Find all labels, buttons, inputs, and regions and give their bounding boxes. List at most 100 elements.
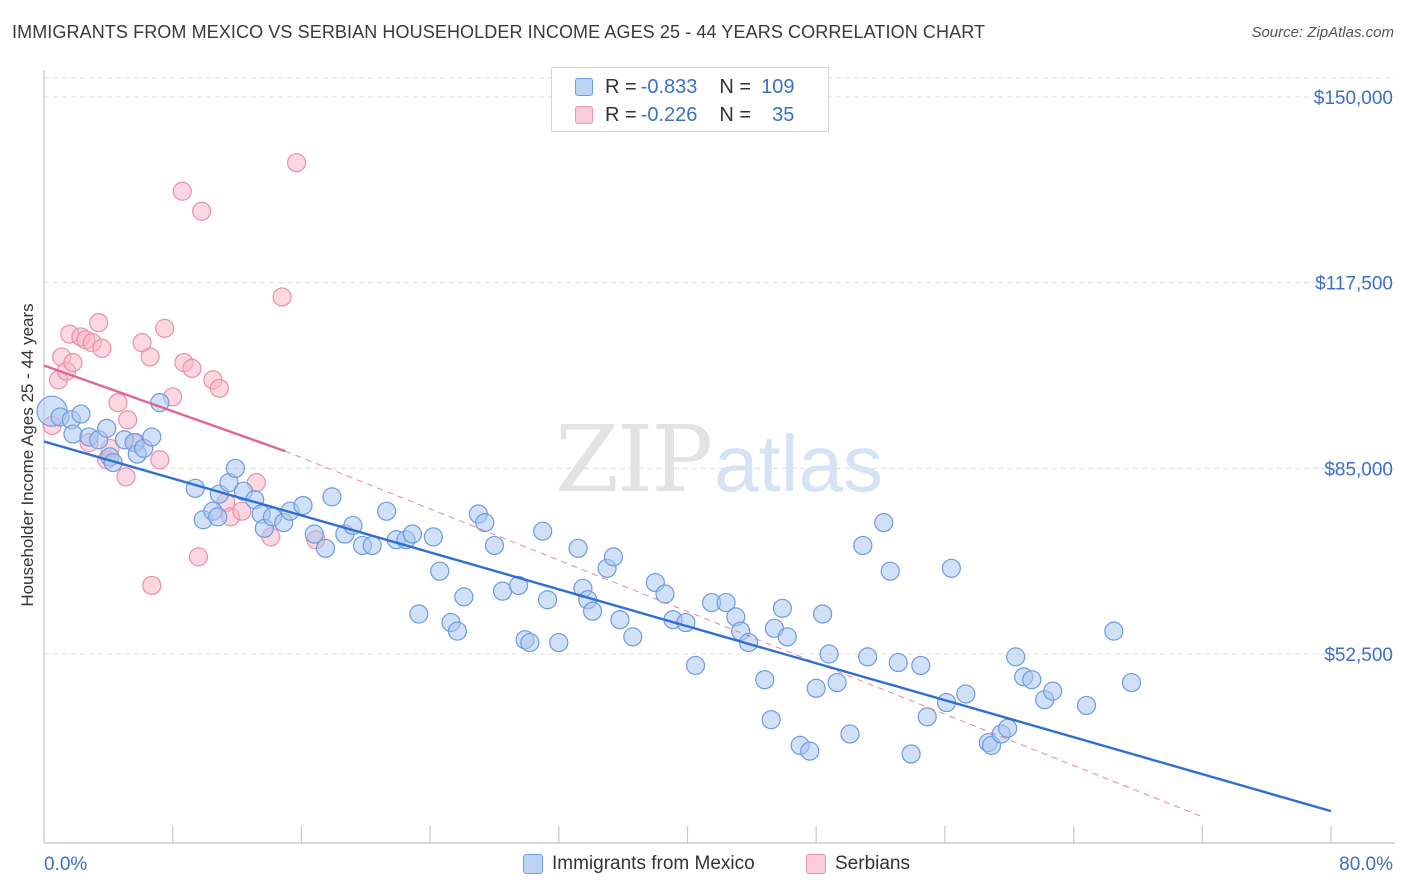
- mexico-point: [1076, 695, 1097, 716]
- mexico-point: [402, 524, 423, 544]
- mexico-trend-line: [43, 440, 1332, 813]
- source-label: Source: ZipAtlas.com: [1251, 24, 1394, 41]
- legend-n-value: 35: [772, 103, 795, 126]
- serbians-point: [155, 318, 175, 338]
- mexico-point: [225, 458, 246, 478]
- mexico-point: [777, 627, 797, 647]
- mexico-point: [941, 558, 961, 578]
- watermark-atlas: atlas: [714, 419, 883, 508]
- legend-row-mexico: R = -0.833 N = 109: [552, 73, 794, 101]
- bottom-legend-serbians: Serbians: [806, 852, 910, 876]
- y-tick-label: $85,000: [1324, 459, 1393, 480]
- axis-ticks: $52,500 $85,000 $117,500 $150,000 0.0% 80.0%: [43, 88, 1393, 875]
- mexico-point: [806, 678, 826, 698]
- chart-title: IMMIGRANTS FROM MEXICO VS SERBIAN HOUSEH…: [12, 22, 986, 42]
- serbians-point: [232, 501, 252, 521]
- mexico-point: [484, 535, 505, 556]
- mexico-point: [71, 404, 91, 424]
- mexico-point: [610, 610, 630, 630]
- mexico-point: [819, 644, 839, 664]
- serbians-points: [42, 153, 326, 596]
- mexico-point: [475, 513, 495, 533]
- serbians-point: [89, 313, 109, 333]
- mexico-point: [1022, 670, 1042, 690]
- mexico-point: [623, 627, 643, 647]
- mexico-point: [800, 741, 820, 761]
- serbians-point: [172, 181, 192, 201]
- mexico-point: [827, 672, 847, 693]
- mexico-point: [454, 587, 474, 607]
- serbians-point: [272, 287, 292, 307]
- mexico-point: [685, 655, 706, 676]
- serbians-point: [150, 450, 170, 470]
- watermark: ZIP atlas: [555, 406, 883, 513]
- serbians-point: [140, 347, 160, 367]
- mexico-point: [97, 418, 117, 438]
- mexico-point: [917, 707, 937, 727]
- mexico-point: [423, 527, 443, 547]
- serbians-trend-line: [43, 364, 286, 453]
- mexico-point: [304, 524, 324, 544]
- y-tick-label: $150,000: [1314, 88, 1393, 109]
- mexico-point: [103, 453, 123, 473]
- mexico-point: [430, 561, 450, 581]
- serbians-point: [286, 153, 307, 173]
- legend-r-value: -0.833: [640, 75, 698, 98]
- mexico-point: [772, 598, 793, 618]
- y-tick-label: $52,500: [1324, 645, 1393, 666]
- bottom-legend-label: Immigrants from Mexico: [552, 853, 755, 874]
- serbians-legend-swatch-icon: [806, 854, 826, 874]
- serbians-point: [188, 547, 209, 567]
- legend-r-value: -0.226: [640, 103, 698, 126]
- mexico-point: [208, 507, 228, 527]
- serbians-point: [182, 358, 202, 378]
- y-tick-label: $117,500: [1315, 274, 1393, 295]
- serbians-point: [192, 201, 212, 221]
- mexico-point: [761, 710, 781, 730]
- watermark-zip: ZIP: [555, 406, 711, 513]
- serbians-point: [209, 378, 229, 398]
- mexico-point: [874, 513, 894, 533]
- mexico-point: [858, 647, 878, 667]
- mexico-point: [998, 718, 1018, 738]
- legend-r-label: R =: [605, 75, 637, 98]
- mexico-point: [1121, 672, 1142, 693]
- mexico-point: [813, 604, 833, 624]
- serbians-point: [108, 393, 128, 413]
- mexico-point: [582, 601, 603, 621]
- mexico-point: [840, 724, 860, 744]
- bottom-legend-mexico: Immigrants from Mexico: [523, 852, 755, 876]
- mexico-point: [755, 670, 775, 690]
- trend-lines: [43, 364, 1332, 818]
- mexico-point: [520, 632, 540, 653]
- mexico-point: [911, 655, 931, 676]
- x-tick-label: 0.0%: [44, 854, 87, 875]
- mexico-point: [655, 584, 675, 604]
- mexico-point: [322, 487, 342, 507]
- serbians-point: [132, 333, 152, 353]
- mexico-point: [880, 561, 900, 581]
- serbians-point: [63, 353, 83, 373]
- mexico-legend-swatch-icon: [523, 854, 543, 874]
- mexico-swatch-icon: [575, 78, 593, 96]
- mexico-point: [362, 535, 382, 556]
- grid-lines: [44, 77, 1395, 655]
- serbians-point: [142, 575, 162, 596]
- y-axis-label: Householder Income Ages 25 - 44 years: [18, 303, 37, 606]
- mexico-point: [739, 632, 759, 653]
- legend-n-value: 109: [761, 75, 795, 98]
- serbians-point: [116, 467, 136, 487]
- mexico-point: [1104, 621, 1124, 641]
- mexico-point: [409, 604, 429, 624]
- correlation-legend: R = -0.833 N = 109 R = -0.226 N = 35: [551, 67, 829, 132]
- mexico-point: [853, 535, 873, 556]
- legend-n-label: N =: [719, 103, 752, 126]
- mexico-point: [603, 547, 624, 567]
- mexico-point: [293, 495, 313, 516]
- legend-n-label: N =: [719, 75, 752, 98]
- mexico-point: [1006, 647, 1026, 667]
- axes: [43, 70, 1395, 844]
- mexico-point: [533, 521, 553, 541]
- mexico-point: [447, 621, 468, 641]
